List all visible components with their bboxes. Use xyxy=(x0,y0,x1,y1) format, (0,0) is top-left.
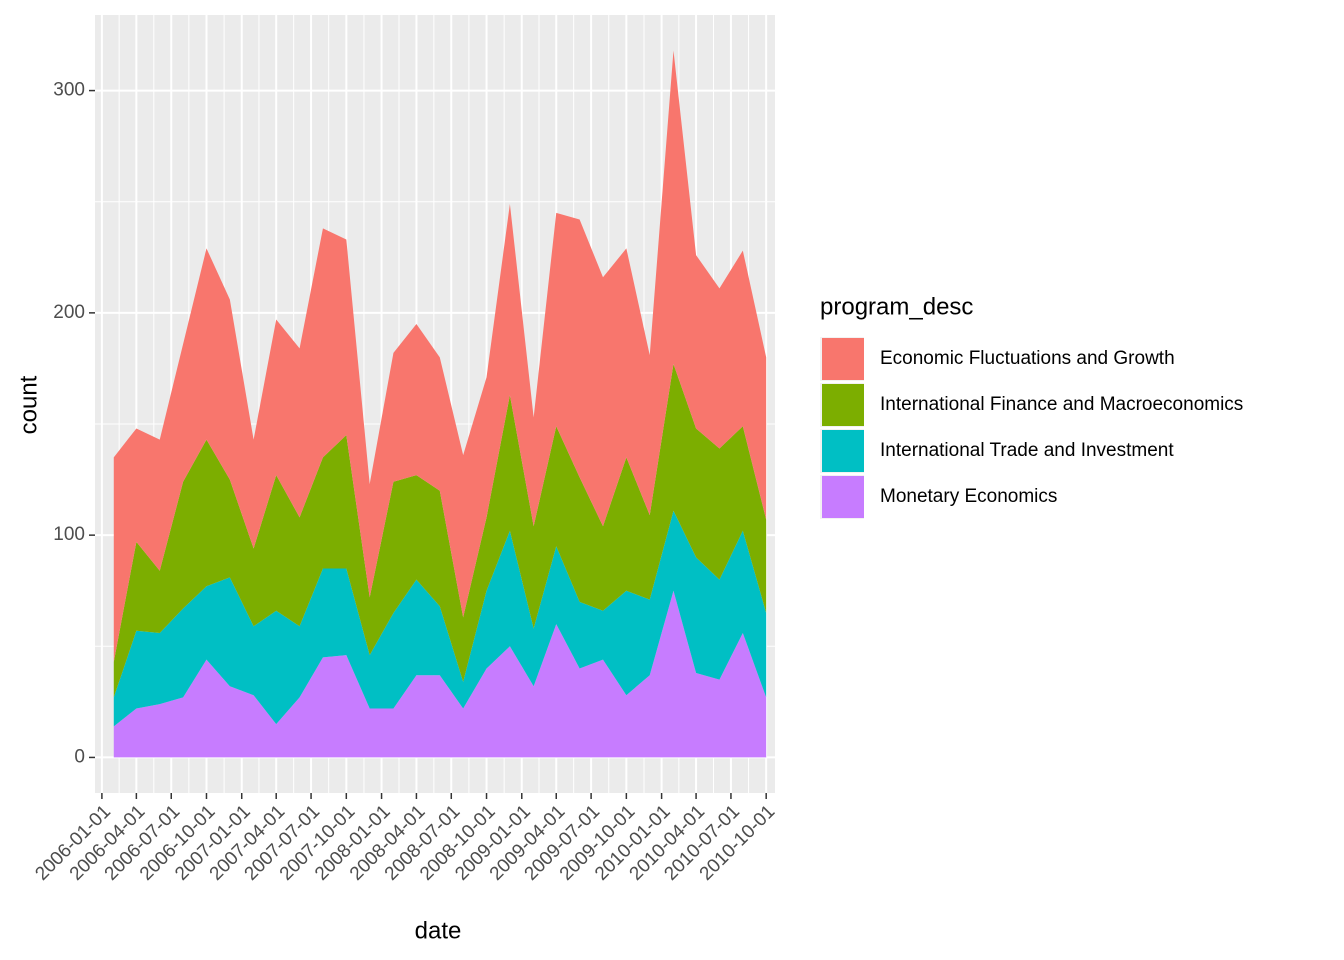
area xyxy=(113,510,767,727)
legend-label: International Finance and Macroeconomics xyxy=(880,394,1243,415)
y-axis-title: count xyxy=(15,375,42,434)
y-tick-label: 200 xyxy=(53,302,85,323)
x-axis-title: date xyxy=(415,917,462,944)
legend-label: International Trade and Investment xyxy=(880,440,1174,461)
area xyxy=(113,50,767,662)
legend-swatch xyxy=(822,338,864,380)
legend-swatch xyxy=(822,476,864,518)
legend-label: Monetary Economics xyxy=(880,486,1057,507)
area xyxy=(113,590,767,758)
legend-swatch xyxy=(822,430,864,472)
y-tick-label: 0 xyxy=(74,746,85,767)
legend-swatch xyxy=(822,384,864,426)
y-tick-label: 300 xyxy=(53,80,85,101)
y-tick-label: 100 xyxy=(53,524,85,545)
legend-label: Economic Fluctuations and Growth xyxy=(880,348,1175,369)
area xyxy=(113,363,767,698)
legend-title: program_desc xyxy=(820,293,973,320)
